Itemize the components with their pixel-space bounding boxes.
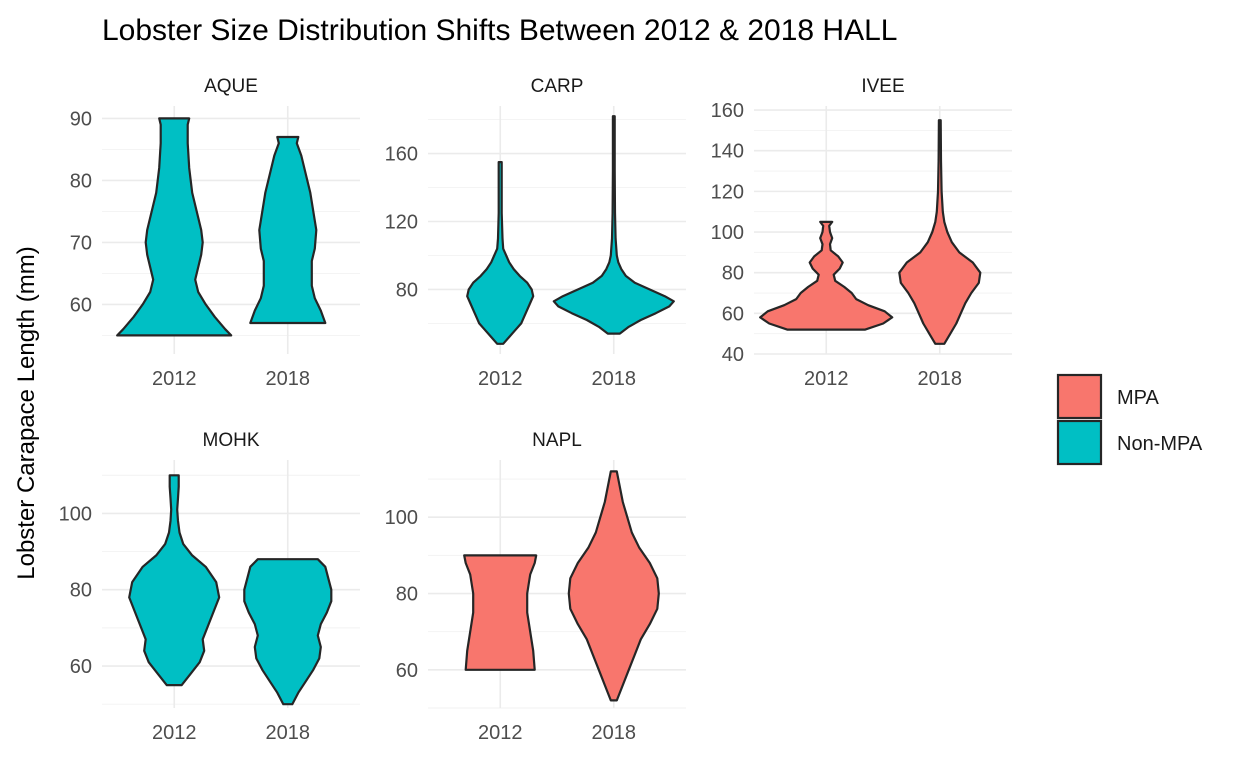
y-tick-label: 90 xyxy=(70,108,92,130)
facet-strip-label: MOHK xyxy=(203,430,260,451)
facet-strip-label: NAPL xyxy=(532,430,582,451)
facet-strip-label: IVEE xyxy=(861,76,904,97)
facet-panels: 60 70 80 90 2012 2018 AQUE 80 120 160 2012 2018 CARP… xyxy=(59,76,1012,744)
violin-ivee-2012 xyxy=(759,220,894,331)
legend-key-non-mpa xyxy=(1056,419,1103,466)
facet-panel-carp: 80 120 160 2012 2018 CARP xyxy=(385,76,686,390)
x-tick-label: 2018 xyxy=(918,368,963,390)
x-tick-label: 2018 xyxy=(266,722,311,744)
violin-carp-2012 xyxy=(466,161,535,345)
y-tick-label: 80 xyxy=(70,580,92,602)
y-tick-label: 60 xyxy=(70,656,92,678)
y-tick-label: 140 xyxy=(711,141,744,163)
facet-panel-aque: 60 70 80 90 2012 2018 AQUE xyxy=(70,76,360,390)
facet-panel-ivee: 40 60 80 100 120 140 160 2012 2018 IVEE xyxy=(711,76,1012,390)
legend-key-mpa xyxy=(1056,373,1103,420)
chart-title: Lobster Size Distribution Shifts Between… xyxy=(102,14,897,47)
legend-label: Non-MPA xyxy=(1117,433,1203,455)
x-tick-label: 2012 xyxy=(152,722,197,744)
y-tick-label: 60 xyxy=(70,294,92,316)
x-tick-label: 2018 xyxy=(592,368,637,390)
violin-napl-2012 xyxy=(463,554,538,671)
violin-aque-2018 xyxy=(249,135,327,325)
y-axis-label: Lobster Carapace Length (mm) xyxy=(13,246,40,580)
y-tick-label: 120 xyxy=(711,181,744,203)
y-tick-label: 100 xyxy=(711,222,744,244)
violin-napl-2018 xyxy=(567,470,660,702)
y-tick-label: 60 xyxy=(722,303,744,325)
x-tick-label: 2012 xyxy=(152,368,197,390)
y-tick-label: 80 xyxy=(396,279,418,301)
facet-strip-label: AQUE xyxy=(204,76,258,97)
y-tick-label: 60 xyxy=(396,660,418,682)
y-tick-label: 80 xyxy=(396,584,418,606)
y-tick-label: 80 xyxy=(70,170,92,192)
y-tick-label: 100 xyxy=(59,503,92,525)
violin-ivee-2018 xyxy=(898,119,982,345)
y-tick-label: 100 xyxy=(385,507,418,529)
violin-mohk-2012 xyxy=(128,474,221,687)
x-tick-label: 2012 xyxy=(804,368,849,390)
y-tick-label: 160 xyxy=(711,100,744,122)
y-tick-label: 70 xyxy=(70,232,92,254)
y-tick-label: 120 xyxy=(385,212,418,234)
x-tick-label: 2012 xyxy=(478,722,523,744)
violin-carp-2018 xyxy=(552,115,675,335)
x-tick-label: 2012 xyxy=(478,368,523,390)
facet-strip-label: CARP xyxy=(531,76,584,97)
violin-mohk-2018 xyxy=(243,558,333,706)
y-tick-label: 40 xyxy=(722,344,744,366)
facet-panel-mohk: 60 80 100 2012 2018 MOHK xyxy=(59,430,360,744)
y-tick-label: 80 xyxy=(722,263,744,285)
y-tick-label: 160 xyxy=(385,144,418,166)
x-tick-label: 2018 xyxy=(266,368,311,390)
violin-aque-2012 xyxy=(116,117,233,337)
x-tick-label: 2018 xyxy=(592,722,637,744)
legend-label: MPA xyxy=(1117,387,1160,409)
legend: MPA Non-MPA xyxy=(1056,373,1203,466)
facet-panel-napl: 60 80 100 2012 2018 NAPL xyxy=(385,430,686,744)
